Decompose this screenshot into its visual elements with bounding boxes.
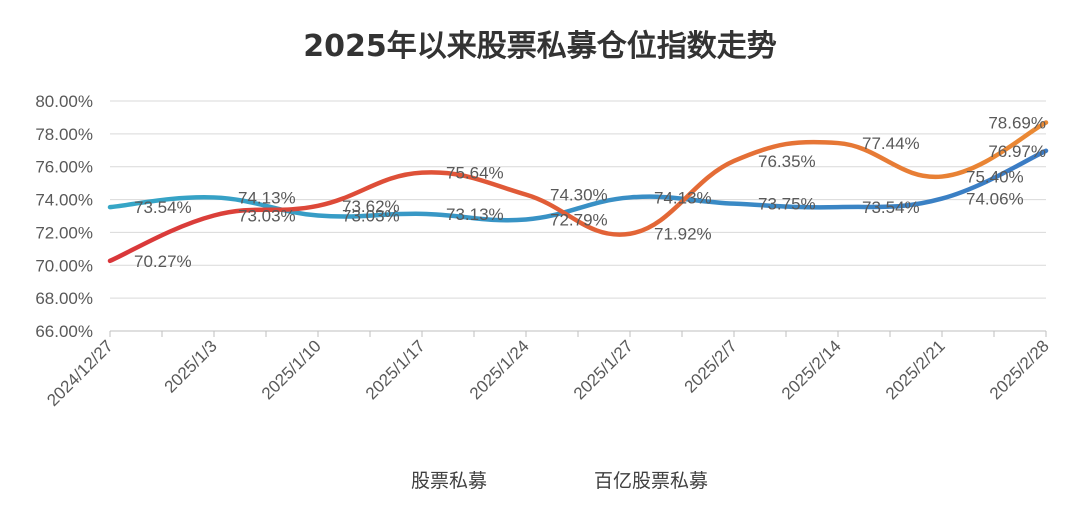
data-label-s1: 71.92% xyxy=(654,225,712,244)
data-label-s1: 73.03% xyxy=(238,207,296,226)
data-label-s1: 73.62% xyxy=(342,197,400,216)
series-line-0 xyxy=(107,148,1049,223)
legend: 股票私募 百亿股票私募 xyxy=(353,470,708,492)
data-label-s0: 72.79% xyxy=(550,210,608,229)
y-tick-label: 72.00% xyxy=(35,223,93,242)
data-label-s0: 73.03% xyxy=(342,207,400,226)
x-tick-label: 2025/2/21 xyxy=(882,336,949,403)
data-label-s1: 74.30% xyxy=(550,186,608,205)
series-lines xyxy=(107,120,1049,264)
data-label-s0: 74.06% xyxy=(966,190,1024,209)
data-label-s1: 70.27% xyxy=(134,252,192,271)
y-tick-label: 78.00% xyxy=(35,125,93,144)
data-label-s1: 75.64% xyxy=(446,164,504,183)
x-tick-label: 2025/2/28 xyxy=(986,336,1053,403)
legend-item-1: 百亿股票私募 xyxy=(538,470,708,492)
data-label-s0: 74.13% xyxy=(238,188,296,207)
x-tick-label: 2025/2/7 xyxy=(681,336,741,396)
y-tick-label: 70.00% xyxy=(35,256,93,275)
x-tick-label: 2024/12/27 xyxy=(43,336,117,410)
x-tick-label: 2025/1/24 xyxy=(466,336,533,403)
data-label-s0: 76.97% xyxy=(988,142,1046,161)
data-label-s0: 74.13% xyxy=(654,188,712,207)
legend-label-0: 股票私募 xyxy=(411,470,487,492)
data-label-s0: 73.54% xyxy=(862,198,920,217)
y-tick-label: 80.00% xyxy=(35,92,93,111)
data-label-s0: 73.75% xyxy=(758,195,816,214)
data-label-s1: 76.35% xyxy=(758,152,816,171)
data-label-s1: 78.69% xyxy=(988,114,1046,133)
legend-item-0: 股票私募 xyxy=(353,470,487,492)
x-tick-label: 2025/1/17 xyxy=(362,336,429,403)
legend-label-1: 百亿股票私募 xyxy=(594,470,708,492)
y-tick-label: 74.00% xyxy=(35,191,93,210)
series-line-1 xyxy=(107,120,1049,264)
x-tick-label: 2025/2/14 xyxy=(778,336,845,403)
gridlines xyxy=(110,100,1046,299)
data-label-s1: 77.44% xyxy=(862,134,920,153)
y-tick-label: 76.00% xyxy=(35,158,93,177)
y-tick-label: 66.00% xyxy=(35,322,93,341)
data-label-s1: 75.40% xyxy=(966,168,1024,187)
y-tick-label: 68.00% xyxy=(35,289,93,308)
data-label-s0: 73.54% xyxy=(134,198,192,217)
chart-title: 2025年以来股票私募仓位指数走势 xyxy=(303,29,777,64)
data-labels: 73.54%74.13%73.03% 73.13% 72.79%74.13% 73.7… xyxy=(134,114,1046,271)
x-tick-label: 2025/1/27 xyxy=(570,336,637,403)
x-tick-label: 2025/1/3 xyxy=(161,336,221,396)
data-label-s0: 73.13% xyxy=(446,205,504,224)
x-tick-label: 2025/1/10 xyxy=(258,336,325,403)
